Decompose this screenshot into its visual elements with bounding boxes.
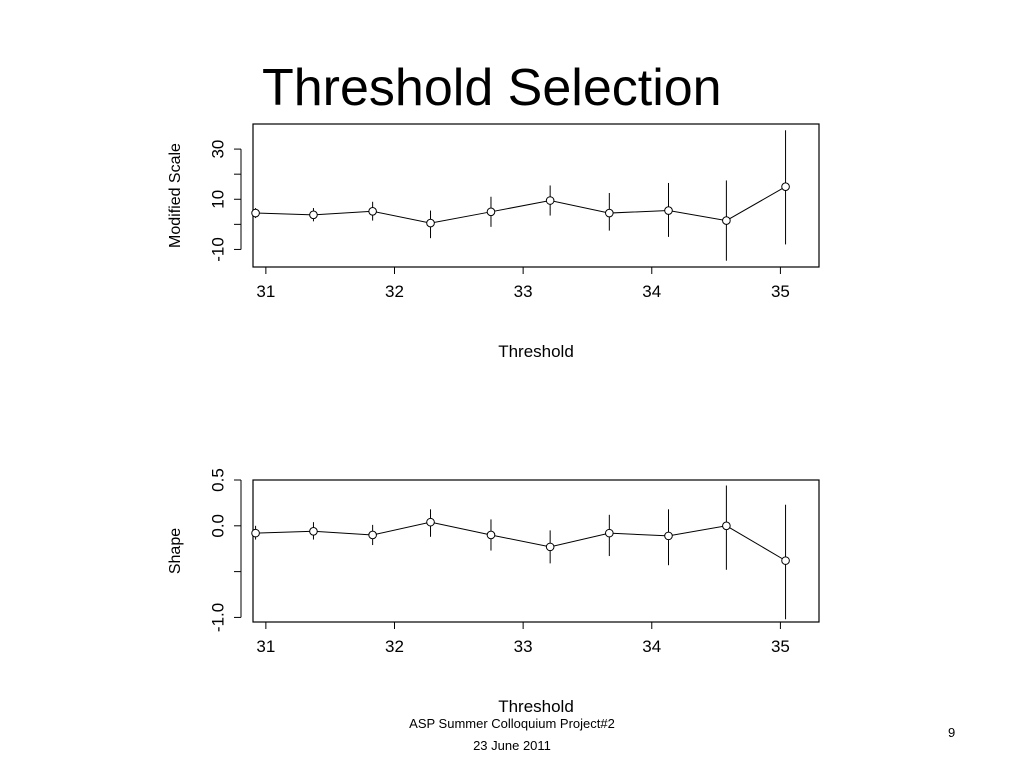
y-tick-label: 10	[208, 190, 227, 209]
data-point	[309, 210, 318, 220]
x-tick-label: 32	[385, 282, 404, 301]
slide-footer: ASP Summer Colloquium Project#2 23 June …	[370, 713, 654, 757]
data-point	[486, 207, 496, 217]
data-point	[251, 528, 260, 538]
data-point	[781, 556, 790, 565]
page-number: 9	[948, 725, 956, 740]
slide-title: Threshold Selection	[262, 59, 722, 117]
data-point	[426, 218, 435, 228]
data-point	[781, 182, 790, 192]
y-tick-label: -1.0	[208, 603, 227, 632]
data-point	[664, 531, 673, 541]
footer-project: ASP Summer Colloquium Project#2	[409, 716, 615, 731]
data-point	[722, 521, 731, 531]
data-point	[309, 527, 318, 536]
data-point	[605, 208, 614, 218]
data-point	[722, 216, 731, 225]
footer-date: 23 June 2011	[473, 738, 551, 753]
x-tick-label: 34	[642, 637, 661, 656]
x-tick-label: 35	[771, 282, 790, 301]
data-point	[545, 196, 555, 205]
y-axis-label: Modified Scale	[167, 143, 184, 248]
y-tick-label: 0.0	[208, 514, 227, 538]
y-tick-label: 0.5	[208, 468, 227, 492]
data-point	[545, 542, 555, 552]
x-tick-label: 31	[256, 637, 275, 656]
x-tick-label: 33	[514, 282, 533, 301]
x-tick-label: 33	[514, 637, 533, 656]
x-axis-label: Threshold	[498, 342, 574, 361]
plot-frame	[252, 479, 820, 623]
data-point	[486, 530, 496, 540]
data-point	[605, 528, 614, 538]
y-tick-label: -10	[208, 237, 227, 262]
x-tick-label: 35	[771, 637, 790, 656]
series-line	[255, 186, 786, 224]
data-point	[426, 517, 435, 527]
data-point	[368, 207, 377, 216]
series-line	[255, 521, 786, 562]
data-point	[251, 208, 260, 218]
x-tick-label: 32	[385, 637, 404, 656]
y-axis-label: Shape	[167, 528, 184, 574]
data-point	[368, 530, 377, 540]
x-tick-label: 34	[642, 282, 661, 301]
y-tick-label: 30	[208, 140, 227, 159]
data-point	[664, 206, 673, 215]
x-axis-label: Threshold	[498, 697, 574, 716]
x-tick-label: 31	[256, 282, 275, 301]
